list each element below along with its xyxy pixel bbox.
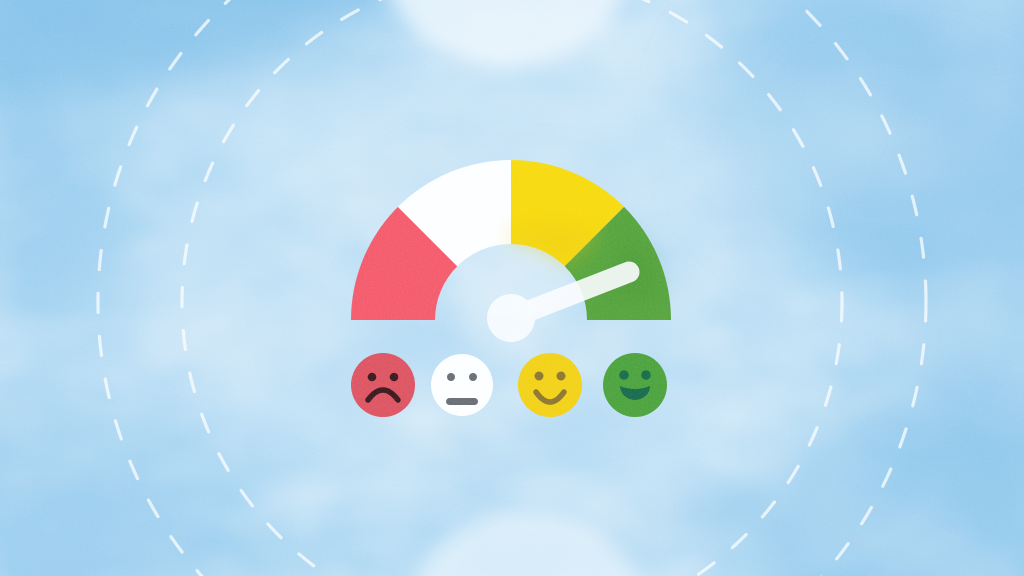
paper-grain-overlay: [0, 0, 1024, 576]
illustration-canvas: [0, 0, 1024, 576]
